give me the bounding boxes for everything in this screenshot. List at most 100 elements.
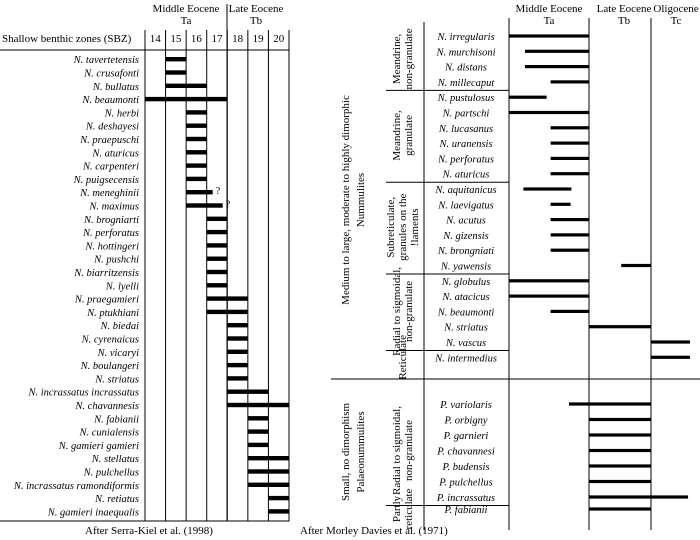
right-species-name: P. fabianii (444, 505, 488, 516)
right-range-bar (589, 479, 651, 484)
left-species-name: N. aturicus (91, 148, 139, 159)
right-species-name: N. lucasanus (438, 124, 493, 135)
right-credit: After Morley Davies et al. (1971) (300, 525, 448, 537)
left-species-name: N. incrassatus ramondiformis (13, 481, 139, 492)
left-range-bar (227, 376, 248, 381)
subgroup-label: Meandrine, (391, 110, 403, 161)
left-range-bar (268, 495, 289, 501)
left-range-bar (247, 469, 289, 474)
left-range-bar (247, 442, 269, 448)
subgroup-label: non-granulate (403, 28, 415, 89)
subgroup-label: non-granulate (403, 281, 415, 342)
right-species-name: N. uranensis (438, 139, 492, 150)
left-species-name: N. herbi (104, 108, 140, 119)
left-range-bar (206, 296, 248, 301)
right-range-bar (550, 141, 589, 145)
right-stage-ta: Ta (544, 15, 555, 27)
left-range-bar (206, 269, 228, 275)
left-species-name: N. incrassatus incrassatus (27, 388, 139, 399)
left-species-name: N. lyelli (105, 281, 139, 292)
left-range-bar (247, 429, 269, 434)
right-species-name: N. brongniati (437, 246, 494, 257)
right-species-name: N. aturicus (442, 170, 490, 181)
subgroup-label: Partly (391, 495, 403, 522)
left-species-name: N. striatus (94, 374, 139, 385)
right-species-name: N. yawensis (440, 262, 491, 273)
right-species-name: P. budensis (441, 462, 489, 473)
left-species-name: N. bullatus (92, 82, 139, 93)
left-grid-box (144, 49, 290, 522)
zone-label-20: 20 (273, 33, 285, 45)
group-label-small: Small, no dimorphism (340, 403, 352, 502)
right-stage-tc: Tc (671, 15, 682, 27)
right-range-bar (589, 325, 651, 329)
right-species-name: N. gizensis (442, 231, 489, 242)
left-species-name: N. crusafonti (83, 69, 139, 80)
subgroup-label: Subreticulate, (385, 197, 397, 258)
right-range-bar (509, 95, 547, 99)
subgroup-label: !laments (409, 208, 421, 246)
right-range-bar (550, 309, 589, 313)
zone-label-15: 15 (170, 33, 182, 45)
right-range-bar (525, 65, 589, 69)
right-species-name: N. globulus (441, 277, 490, 288)
right-range-bar (589, 448, 651, 453)
left-range-bar (186, 190, 213, 195)
left-epoch-late: Late Eocene (229, 3, 284, 15)
right-species-name: N. beaumonti (437, 307, 495, 318)
left-species-name: N. stellatus (91, 454, 139, 465)
right-range-bar (569, 402, 651, 406)
right-range-bar (589, 495, 689, 499)
left-species-name: N. gamieri gamieri (58, 441, 139, 452)
left-species-name: N. beaumonti (81, 95, 139, 106)
left-species-name: N. perforatus (82, 228, 139, 239)
right-range-bar (550, 80, 589, 84)
left-species-name: N. chavannesis (74, 401, 139, 412)
left-range-bar (186, 163, 207, 168)
left-range-bar (268, 509, 289, 514)
left-species-name: N. hottingeri (84, 241, 139, 252)
left-range-bar (227, 389, 269, 394)
right-range-bar (651, 355, 690, 359)
left-range-bar (186, 176, 207, 182)
left-range-bar (247, 482, 289, 487)
right-species-name: N. pustulosus (437, 93, 495, 104)
right-epoch-late: Late Eocene (597, 3, 652, 15)
right-epoch-middle: Middle Eocene (516, 3, 583, 15)
right-range-bar (550, 202, 571, 206)
left-species-name: N. retiatus (94, 494, 139, 505)
right-species-name: N. atacicus (441, 292, 489, 303)
right-stage-tb: Tb (618, 15, 631, 27)
left-stage-ta: Ta (181, 15, 192, 27)
left-range-bar (186, 203, 223, 208)
right-range-bar (621, 263, 651, 268)
right-species-name: N. intermedius (434, 353, 497, 364)
right-species-name: P. pulchellus (438, 478, 492, 489)
right-range-bar (550, 233, 589, 237)
right-species-name: N. aquitanicus (434, 185, 496, 196)
right-range-bar (509, 294, 589, 298)
left-range-bar (206, 216, 228, 221)
left-credit: After Serra-Kiel et al. (1998) (85, 525, 213, 537)
left-species-name: N. brogniarti (83, 215, 139, 226)
left-epoch-middle: Middle Eocene (153, 3, 220, 15)
right-range-bar (550, 156, 589, 160)
left-species-name: N. pushchi (93, 255, 139, 266)
left-species-name: N. pulchellus (83, 468, 139, 479)
left-species-name: N. maximus (88, 202, 139, 213)
right-species-name: N. striatus (443, 323, 488, 334)
group-label-nummulites: Nummulites (355, 173, 367, 227)
right-species-name: N. murchisoni (435, 47, 495, 58)
left-range-bar (227, 336, 248, 341)
right-range-bar (589, 433, 651, 437)
subgroup-label: Radial to sigmoidal, (391, 267, 403, 356)
zone-label-18: 18 (232, 33, 244, 45)
left-range-bar (206, 229, 228, 235)
right-species-name: N. irregularis (436, 32, 494, 43)
left-range-bar (206, 256, 228, 261)
left-range-bar (165, 70, 187, 75)
right-epoch-oligocene: Oligocene (653, 3, 698, 15)
right-range-bar (523, 187, 572, 191)
zone-label-16: 16 (191, 33, 203, 45)
